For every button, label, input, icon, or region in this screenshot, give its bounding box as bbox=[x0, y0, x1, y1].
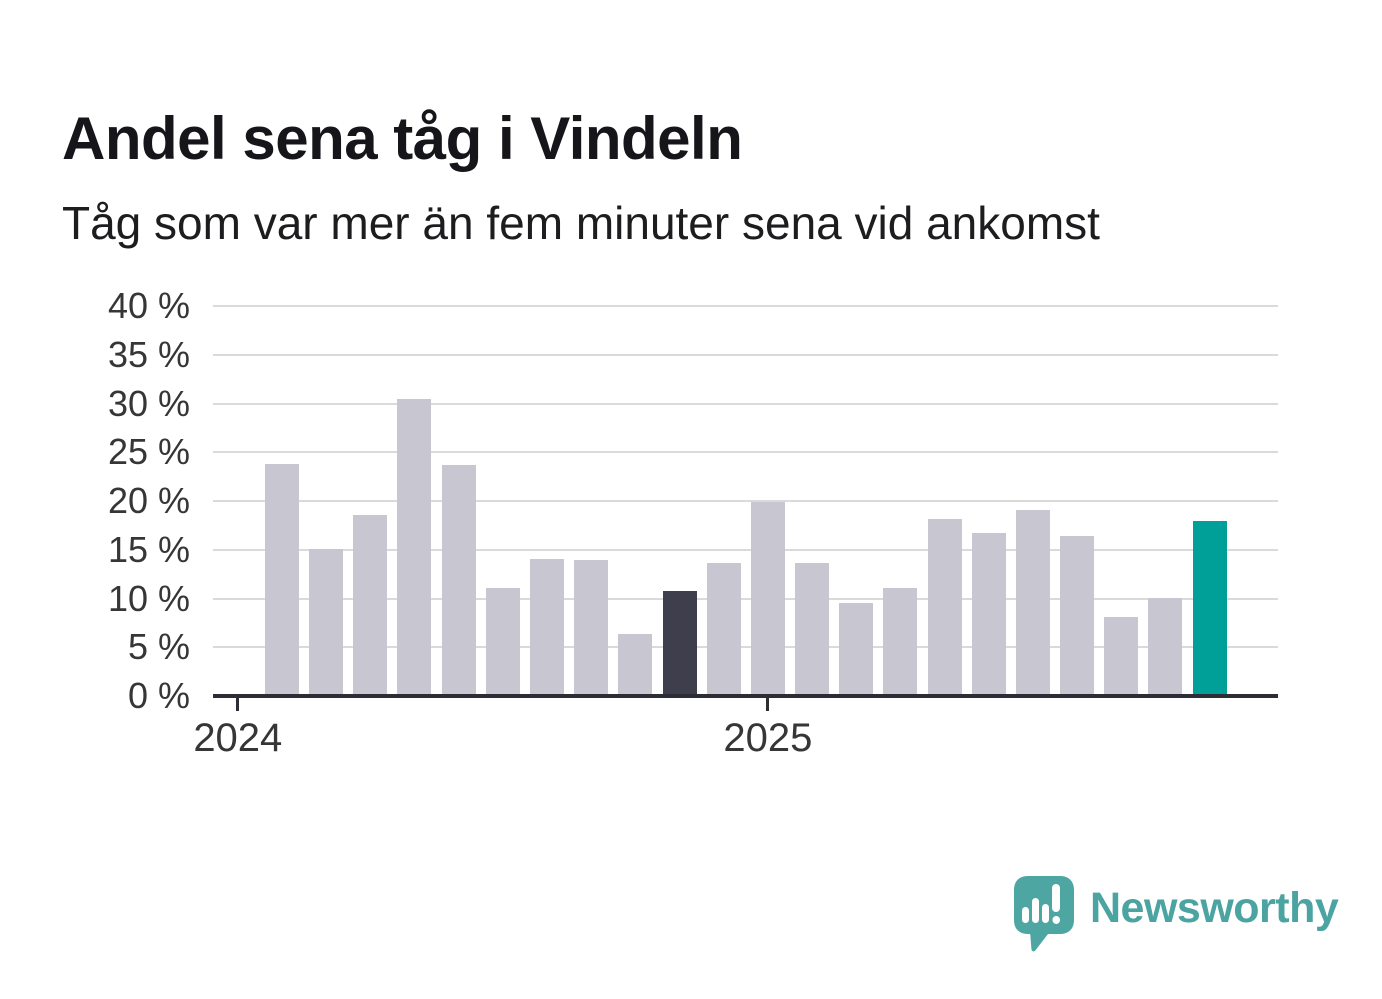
bar-2024-08 bbox=[529, 558, 564, 696]
bar-2024-03 bbox=[309, 548, 344, 696]
y-axis-label-35: 35 % bbox=[107, 333, 190, 375]
bar-2025-05 bbox=[927, 518, 962, 696]
y-axis-label-40: 40 % bbox=[107, 285, 190, 326]
gridline-35 bbox=[213, 353, 1278, 356]
bar-2024-07 bbox=[485, 587, 520, 696]
bar-2025-04 bbox=[883, 587, 918, 696]
bar-2025-09 bbox=[1104, 617, 1139, 696]
y-axis-label-25: 25 % bbox=[107, 431, 190, 473]
y-axis-label-20: 20 % bbox=[107, 480, 190, 521]
gridline-25 bbox=[213, 451, 1278, 454]
newsworthy-logo-icon bbox=[1012, 874, 1076, 954]
bar-2024-11 bbox=[662, 590, 697, 696]
bar-2024-10 bbox=[618, 633, 653, 696]
x-axis-tick-2025 bbox=[766, 698, 770, 711]
newsworthy-logo-text: Newsworthy bbox=[1090, 883, 1339, 932]
bar-2024-02 bbox=[264, 463, 299, 696]
y-axis-label-5: 5 % bbox=[127, 626, 190, 668]
bar-2025-07 bbox=[1015, 509, 1050, 696]
gridline-5 bbox=[213, 646, 1278, 649]
gridline-20 bbox=[213, 500, 1278, 502]
x-axis-line bbox=[213, 694, 1278, 698]
bar-2025-10 bbox=[1148, 597, 1183, 696]
y-axis-label-15: 15 % bbox=[107, 528, 190, 570]
chart-title: Andel sena tåg i Vindeln bbox=[62, 105, 743, 173]
newsworthy-logo: Newsworthy bbox=[1012, 874, 1339, 954]
bar-2025-03 bbox=[839, 603, 874, 696]
y-axis-label-0: 0 % bbox=[127, 675, 190, 716]
bar-2024-06 bbox=[441, 464, 476, 696]
gridline-10 bbox=[213, 597, 1278, 600]
bar-2024-12 bbox=[706, 563, 741, 696]
bar-2025-08 bbox=[1060, 536, 1095, 696]
gridline-40 bbox=[213, 305, 1278, 307]
x-axis-label-2024: 2024 bbox=[193, 716, 283, 760]
gridline-30 bbox=[213, 402, 1278, 405]
x-axis-label-2025: 2025 bbox=[723, 716, 813, 760]
gridline-15 bbox=[213, 548, 1278, 551]
bar-2025-06 bbox=[971, 533, 1006, 696]
plot-area: 0 % 5 % 10 % 15 % 20 % 25 % 30 % 35 % 40 % 2024 20… bbox=[108, 285, 1278, 760]
chart-subtitle: Tåg som var mer än fem minuter sena vid … bbox=[62, 197, 1100, 249]
x-axis-tick-2024 bbox=[236, 698, 240, 711]
y-axis-label-10: 10 % bbox=[107, 577, 190, 619]
bar-2024-05 bbox=[397, 398, 432, 696]
bar-2024-09 bbox=[574, 559, 609, 696]
y-axis-label-30: 30 % bbox=[107, 382, 190, 424]
bar-2025-01 bbox=[750, 501, 785, 696]
bar-2024-04 bbox=[353, 514, 388, 696]
bar-2025-11 bbox=[1192, 520, 1227, 696]
bar-2025-02 bbox=[795, 563, 829, 696]
